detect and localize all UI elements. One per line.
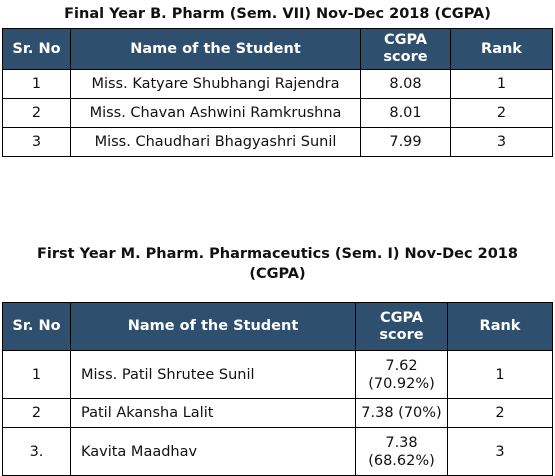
cell-rank: 1 <box>447 350 553 399</box>
cgpa-percentage: (70.92%) <box>368 375 435 392</box>
cell-cgpa-score: 8.08 <box>360 69 451 99</box>
cell-sr-no: 3. <box>2 427 71 476</box>
cell-sr-no: 2 <box>2 398 71 428</box>
cell-student-name: Kavita Maadhav <box>70 427 356 476</box>
table-row: 2 Patil Akansha Lalit 7.38 (70%) 2 <box>2 398 553 428</box>
cell-rank: 3 <box>447 427 553 476</box>
header-cgpa-line1: CGPA <box>383 32 428 48</box>
header-sr-no: Sr. No <box>2 28 71 70</box>
cell-rank: 3 <box>450 127 553 157</box>
cell-student-name: Patil Akansha Lalit <box>70 398 356 428</box>
cell-cgpa-score: 7.62 (70.92%) <box>355 350 448 399</box>
cell-cgpa-score: 7.99 <box>360 127 451 157</box>
cell-rank: 1 <box>450 69 553 99</box>
cell-cgpa-score: 7.38 (70%) <box>355 398 448 428</box>
bpharm-rank-table: Sr. No Name of the Student CGPA score Ra… <box>2 28 553 157</box>
header-student-name: Name of the Student <box>70 28 361 70</box>
header-student-name: Name of the Student <box>70 302 356 351</box>
table-row: 3 Miss. Chaudhari Bhagyashri Sunil 7.99 … <box>2 127 553 157</box>
table-row: 1 Miss. Patil Shrutee Sunil 7.62 (70.92%… <box>2 350 553 399</box>
cell-cgpa-score: 7.38 (68.62%) <box>355 427 448 476</box>
cell-student-name: Miss. Chavan Ashwini Ramkrushna <box>70 98 361 128</box>
cgpa-value: 7.38 <box>385 434 418 451</box>
header-cgpa-score: CGPA score <box>360 28 451 70</box>
header-rank: Rank <box>450 28 553 70</box>
table-row: 3. Kavita Maadhav 7.38 (68.62%) 3 <box>2 427 553 476</box>
cell-sr-no: 2 <box>2 98 71 128</box>
header-sr-no: Sr. No <box>2 302 71 351</box>
cell-sr-no: 1 <box>2 350 71 399</box>
header-cgpa-line2: score <box>383 49 428 65</box>
cell-student-name: Miss. Chaudhari Bhagyashri Sunil <box>70 127 361 157</box>
header-cgpa-line2: score <box>379 326 424 343</box>
header-cgpa-line1: CGPA <box>379 309 424 326</box>
section2-title: First Year M. Pharm. Pharmaceutics (Sem.… <box>0 244 555 284</box>
cell-sr-no: 1 <box>2 69 71 99</box>
cell-student-name: Miss. Patil Shrutee Sunil <box>70 350 356 399</box>
cell-rank: 2 <box>447 398 553 428</box>
section1-title: Final Year B. Pharm (Sem. VII) Nov-Dec 2… <box>64 6 491 22</box>
mpharm-rank-table: Sr. No Name of the Student CGPA score Ra… <box>2 302 553 476</box>
section2-title-line1: First Year M. Pharm. Pharmaceutics (Sem.… <box>37 246 518 262</box>
cgpa-value: 7.62 <box>385 357 418 374</box>
table-row: 1 Miss. Katyare Shubhangi Rajendra 8.08 … <box>2 69 553 99</box>
cgpa-percentage: (68.62%) <box>368 452 435 469</box>
cell-rank: 2 <box>450 98 553 128</box>
table-header-row: Sr. No Name of the Student CGPA score Ra… <box>2 302 553 351</box>
cell-student-name: Miss. Katyare Shubhangi Rajendra <box>70 69 361 99</box>
header-rank: Rank <box>447 302 553 351</box>
cell-sr-no: 3 <box>2 127 71 157</box>
cell-cgpa-score: 8.01 <box>360 98 451 128</box>
header-cgpa-score: CGPA score <box>355 302 448 351</box>
table-row: 2 Miss. Chavan Ashwini Ramkrushna 8.01 2 <box>2 98 553 128</box>
section2-title-line2: (CGPA) <box>249 266 306 282</box>
table-header-row: Sr. No Name of the Student CGPA score Ra… <box>2 28 553 70</box>
